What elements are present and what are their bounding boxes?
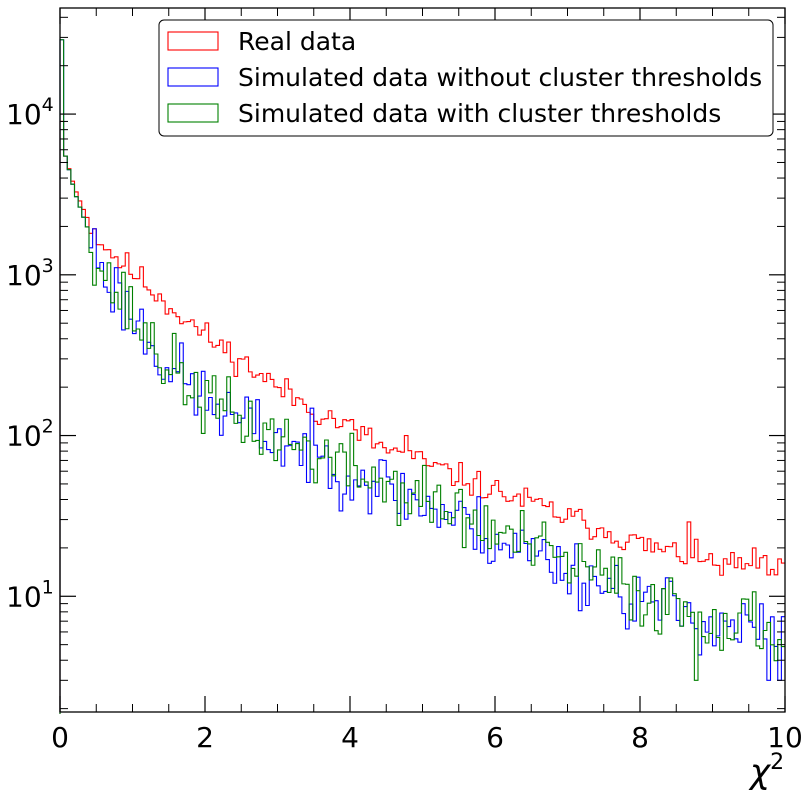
y-tick-label: 104 — [6, 94, 54, 131]
x-tick-label: 6 — [486, 721, 504, 754]
series-layer — [59, 39, 785, 714]
legend-swatch-2 — [167, 67, 219, 87]
x-tick-label: 2 — [196, 721, 214, 754]
series-line-2 — [59, 39, 785, 714]
x-tick-label: 10 — [767, 721, 803, 754]
x-axis-label: χ2 — [748, 750, 784, 792]
y-tick-label: 103 — [6, 255, 54, 292]
legend-swatch-3 — [167, 103, 219, 123]
legend: Real data Simulated data without cluster … — [158, 19, 774, 137]
y-tick-label: 101 — [6, 576, 54, 613]
legend-swatch-1 — [167, 31, 219, 51]
legend-box — [158, 19, 774, 137]
x-axis-label-symbol: χ — [748, 752, 772, 792]
x-tick-label: 0 — [51, 721, 69, 754]
series-line-1 — [59, 120, 785, 714]
x-tick-label: 4 — [341, 721, 359, 754]
ticks-layer: 0 2 4 6 8 10 101 102 103 104 — [6, 8, 803, 754]
legend-label-3: Simulated data with cluster thresholds — [238, 99, 721, 128]
x-tick-label: 8 — [631, 721, 649, 754]
x-axis-label-exponent: 2 — [770, 750, 784, 775]
y-tick-label: 102 — [6, 416, 54, 453]
series-line-3 — [59, 39, 785, 714]
legend-label-1: Real data — [238, 27, 356, 56]
legend-label-2: Simulated data without cluster threshold… — [238, 63, 762, 92]
